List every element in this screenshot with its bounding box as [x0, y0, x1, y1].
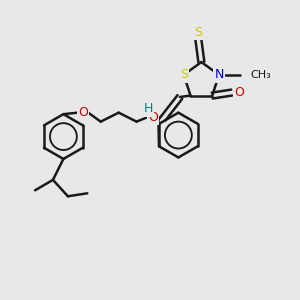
- Text: O: O: [234, 86, 244, 99]
- Text: H: H: [144, 102, 153, 116]
- Text: O: O: [148, 111, 158, 124]
- Text: S: S: [194, 26, 202, 39]
- Text: S: S: [180, 68, 188, 81]
- Text: N: N: [214, 68, 224, 81]
- Text: CH₃: CH₃: [250, 70, 271, 80]
- Text: O: O: [78, 106, 88, 119]
